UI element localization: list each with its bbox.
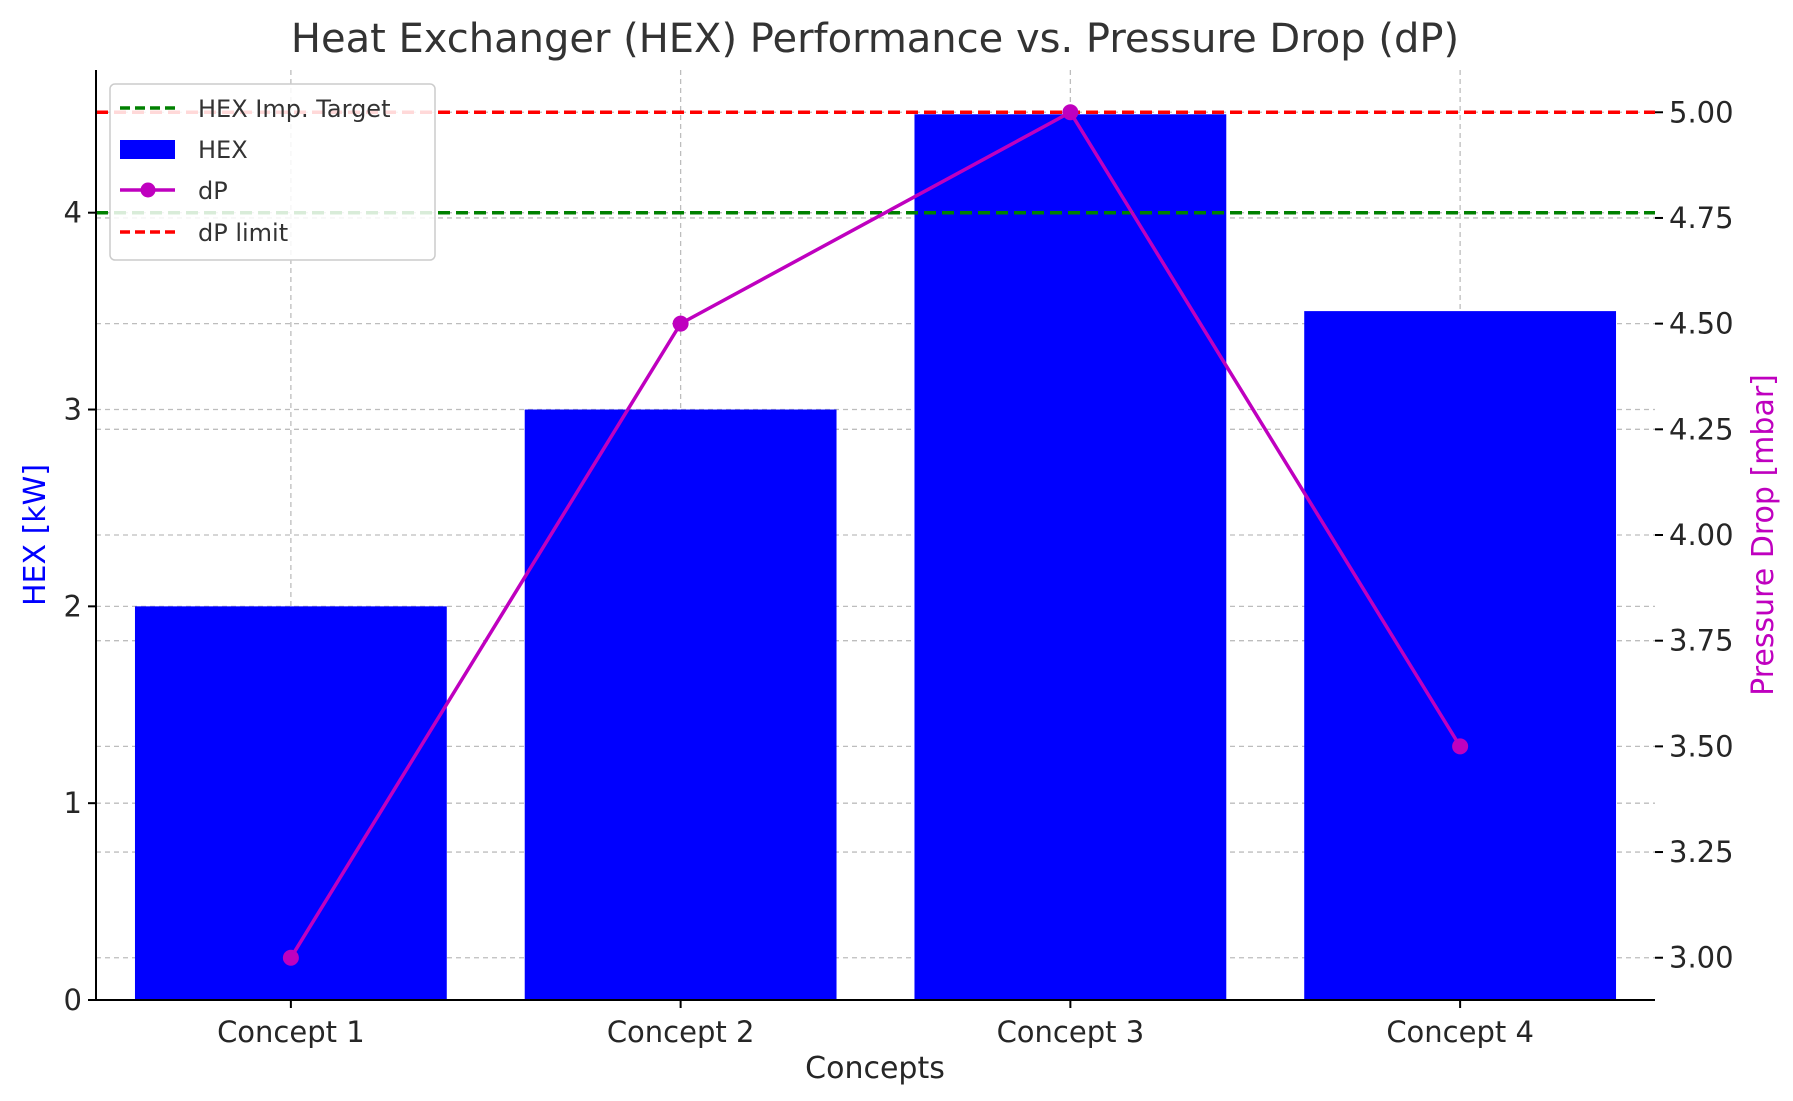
dp-point-concept-2 [672,315,689,332]
left-tick-label-0: 0 [64,983,82,1017]
left-ticks: 0 1 2 3 4 [64,196,96,1017]
axes [95,70,1655,1001]
bar-concept-1 [134,606,447,1000]
bars [134,114,1617,1001]
right-tick-label-7: 4.75 [1669,201,1734,235]
right-tick-label-1: 3.25 [1669,835,1734,869]
legend-label-hex: HEX [198,136,248,164]
legend-label-hex-target: HEX Imp. Target [198,95,390,123]
x-tick-label-concept-3: Concept 3 [997,1015,1145,1049]
y-left-axis-label: HEX [kW] [18,464,53,606]
right-tick-label-2: 3.50 [1669,729,1734,763]
bar-concept-2 [524,409,837,1000]
legend-label-dp: dP [198,177,228,205]
right-ticks: 3.00 3.25 3.50 3.75 4.00 4.25 4.50 4.75 5.00 [1655,95,1734,975]
chart-title: Heat Exchanger (HEX) Performance vs. Pre… [291,16,1459,62]
bar-concept-3 [914,114,1227,1001]
bar-concept-4 [1304,311,1617,1001]
right-tick-label-6: 4.50 [1669,307,1734,341]
left-tick-label-4: 4 [64,196,82,230]
x-tick-label-concept-1: Concept 1 [217,1015,365,1049]
right-tick-label-8: 5.00 [1669,95,1734,129]
legend-box [109,83,436,261]
dp-point-concept-3 [1062,104,1079,121]
legend: HEX Imp. Target HEX dP dP limit [109,83,436,261]
left-tick-label-3: 3 [64,393,82,427]
dp-series [282,104,1469,966]
left-tick-label-1: 1 [64,786,82,820]
x-tick-label-concept-4: Concept 4 [1386,1015,1534,1049]
legend-label-dp-limit: dP limit [198,219,288,247]
dp-point-concept-4 [1452,738,1469,755]
legend-marker-dp [140,182,156,198]
right-tick-label-3: 3.75 [1669,624,1734,658]
right-tick-label-5: 4.25 [1669,412,1734,446]
dp-line [289,110,1462,959]
legend-swatch-hex [120,140,175,159]
right-tick-label-4: 4.00 [1669,518,1734,552]
left-tick-label-2: 2 [64,589,82,623]
x-tick-label-concept-2: Concept 2 [607,1015,755,1049]
x-ticks: Concept 1 Concept 2 Concept 3 Concept 4 [217,1000,1534,1049]
x-axis-label: Concepts [805,1051,945,1086]
right-tick-label-0: 3.00 [1669,941,1734,975]
dp-point-concept-1 [282,949,299,966]
y-right-axis-label: Pressure Drop [mbar] [1746,374,1781,696]
